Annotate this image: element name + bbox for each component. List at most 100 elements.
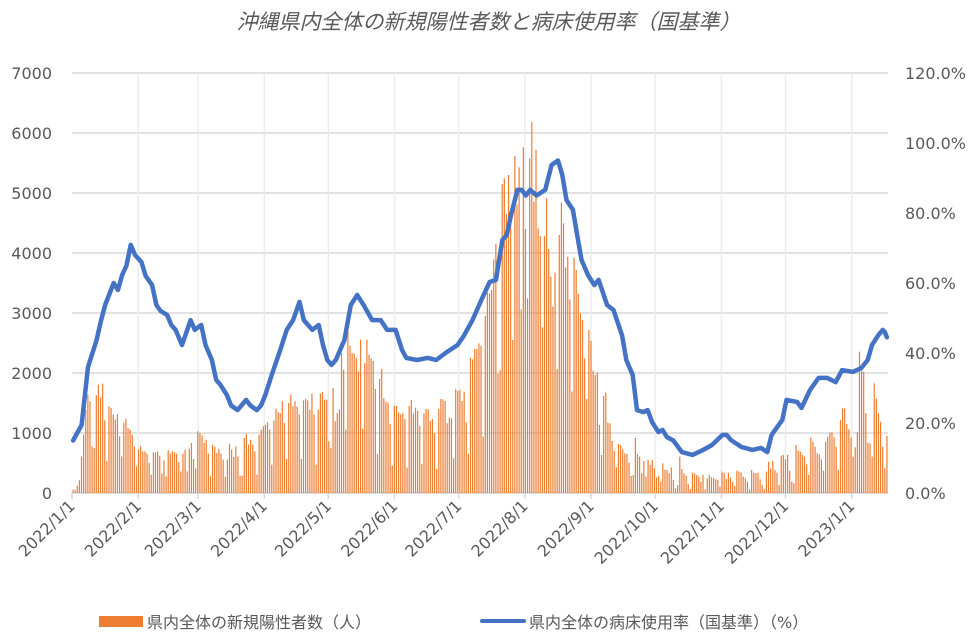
bar-new-cases	[664, 470, 666, 493]
bar-new-cases	[425, 409, 427, 493]
bar-new-cases	[266, 422, 269, 493]
bar-new-cases	[679, 456, 681, 493]
bar-new-cases	[615, 467, 617, 493]
legend-item-bed-occupancy: 県内全体の病床使用率（国基準）（%）	[480, 609, 808, 633]
bar-new-cases	[233, 457, 235, 493]
bar-new-cases	[522, 147, 524, 493]
bar-new-cases	[91, 446, 93, 493]
bar-new-cases	[402, 413, 404, 493]
bar-new-cases	[423, 413, 425, 493]
bar-new-cases	[281, 401, 283, 493]
bar-new-cases	[269, 429, 271, 493]
bar-new-cases	[488, 293, 491, 493]
x-tick-label: 2022/7/1	[401, 496, 465, 560]
bar-new-cases	[554, 272, 556, 493]
bar-new-cases	[871, 456, 873, 493]
bar-new-cases	[854, 447, 856, 493]
bar-new-cases	[102, 383, 104, 493]
bar-new-cases	[501, 184, 503, 493]
bar-new-cases	[226, 459, 228, 493]
bar-new-cases	[558, 235, 560, 493]
bar-new-cases	[131, 434, 133, 493]
bar-new-cases	[748, 489, 751, 493]
bar-new-cases	[590, 340, 592, 493]
bar-new-cases	[552, 306, 554, 493]
bar-new-cases	[478, 343, 480, 493]
y-left-tick-label: 3000	[11, 304, 52, 323]
bar-new-cases	[343, 369, 345, 493]
bar-new-cases	[159, 455, 161, 493]
bar-new-cases	[203, 443, 205, 493]
bar-new-cases	[584, 358, 586, 493]
bar-new-cases	[137, 449, 140, 493]
legend-swatch-line	[480, 619, 526, 623]
bar-new-cases	[381, 368, 383, 493]
bar-new-cases	[622, 449, 624, 493]
bar-new-cases	[818, 454, 820, 493]
bar-new-cases	[207, 453, 209, 493]
bar-new-cases	[503, 178, 505, 494]
bar-new-cases	[833, 437, 835, 493]
bar-new-cases	[784, 459, 787, 493]
bar-new-cases	[224, 476, 226, 493]
bar-new-cases	[264, 424, 267, 493]
bar-new-cases	[436, 469, 438, 493]
bar-new-cases	[450, 418, 453, 493]
bar-new-cases	[611, 440, 613, 493]
bar-new-cases	[482, 436, 484, 493]
bar-new-cases	[321, 392, 324, 493]
bar-new-cases	[472, 359, 474, 493]
x-tick-label: 2022/6/1	[337, 496, 401, 560]
line-bed-occupancy	[70, 158, 890, 458]
bar-new-cases	[603, 395, 605, 493]
bar-new-cases	[586, 398, 588, 493]
bar-new-cases	[279, 413, 281, 493]
bar-new-cases	[85, 409, 87, 493]
y-left-tick-label: 2000	[11, 364, 52, 383]
bar-new-cases	[387, 402, 389, 493]
bar-new-cases	[562, 223, 565, 494]
legend-label-new-cases: 県内全体の新規陽性者数（人）	[147, 613, 372, 632]
bar-new-cases	[732, 481, 734, 493]
bar-new-cases	[734, 485, 736, 493]
bar-new-cases	[850, 437, 852, 493]
bar-new-cases	[80, 456, 83, 493]
bar-new-cases	[497, 374, 499, 493]
bar-new-cases	[863, 371, 865, 493]
bar-new-cases	[148, 463, 150, 493]
x-tick-label: 2022/8/1	[467, 496, 531, 560]
bar-new-cases	[782, 455, 784, 493]
bar-new-cases	[835, 446, 837, 493]
bar-new-cases	[294, 401, 296, 493]
bar-new-cases	[639, 456, 641, 493]
bar-new-cases	[852, 456, 854, 493]
bar-new-cases	[188, 448, 190, 493]
bar-new-cases	[459, 389, 461, 493]
bar-new-cases	[330, 448, 332, 493]
bar-new-cases	[121, 456, 123, 493]
bar-new-cases	[237, 456, 239, 493]
bar-new-cases	[755, 473, 757, 493]
bar-new-cases	[476, 349, 478, 493]
bar-new-cases	[285, 458, 288, 493]
bar-new-cases	[882, 446, 884, 493]
bar-new-cases	[698, 476, 700, 493]
bar-new-cases	[144, 451, 146, 493]
bar-new-cases	[332, 388, 334, 493]
bar-new-cases	[457, 391, 459, 493]
bar-new-cases	[634, 437, 636, 493]
bar-new-cases	[594, 374, 596, 493]
x-tick-label: 2022/1/1	[15, 496, 79, 560]
bar-new-cases	[173, 452, 176, 493]
bar-new-cases	[239, 475, 241, 493]
bar-new-cases	[600, 455, 603, 493]
bar-new-cases	[653, 468, 655, 493]
bar-new-cases	[831, 432, 833, 493]
bar-new-cases	[491, 290, 493, 493]
bar-new-cases	[385, 401, 387, 493]
bar-new-cases	[670, 467, 672, 493]
bar-new-cases	[469, 357, 472, 493]
bar-new-cases	[822, 470, 825, 493]
bar-new-cases	[545, 198, 548, 493]
bar-new-cases	[717, 479, 719, 493]
